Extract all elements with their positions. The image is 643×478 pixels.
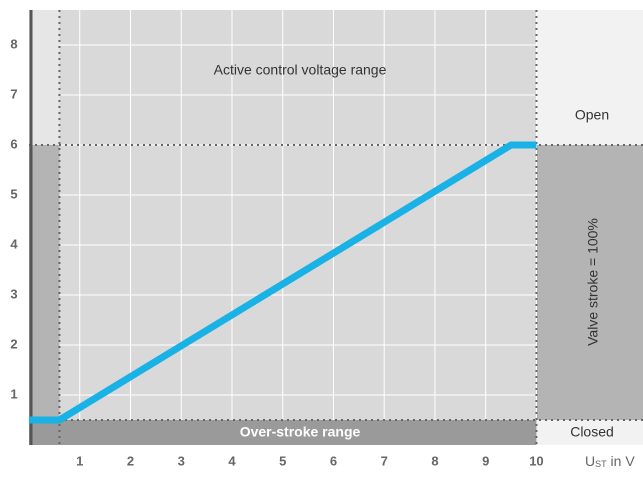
y-tick-label: 3 xyxy=(10,286,17,301)
region xyxy=(29,420,60,445)
x-tick-label: 4 xyxy=(228,453,236,468)
x-tick-label: 8 xyxy=(431,453,438,468)
y-tick-label: 1 xyxy=(10,386,17,401)
y-tick-label: 8 xyxy=(10,36,17,51)
annotation: Over-stroke range xyxy=(240,424,361,440)
annotation: Open xyxy=(575,107,609,123)
x-label-sub: ST xyxy=(595,459,607,469)
x-tick-label: 9 xyxy=(482,453,489,468)
region xyxy=(59,420,537,445)
x-tick-label: 2 xyxy=(127,453,134,468)
y-tick-label: 2 xyxy=(10,336,17,351)
x-axis-label: UST in V xyxy=(585,453,635,470)
line xyxy=(29,141,537,424)
region xyxy=(59,10,537,420)
x-tick-label: 10 xyxy=(529,453,543,468)
x-tick-label: 1 xyxy=(76,453,83,468)
x-tick-label: 6 xyxy=(330,453,337,468)
region xyxy=(536,420,643,445)
annotation: Closed xyxy=(570,424,614,440)
x-tick-label: 7 xyxy=(381,453,388,468)
region xyxy=(536,10,643,145)
y-tick-label: 7 xyxy=(10,86,17,101)
y-tick-label: 6 xyxy=(10,136,17,151)
y-tick-label: 4 xyxy=(10,236,18,251)
x-tick-label: 5 xyxy=(279,453,286,468)
region xyxy=(29,145,60,420)
region xyxy=(29,10,60,145)
x-tick-label: 3 xyxy=(178,453,185,468)
x-label-main: U xyxy=(585,453,595,469)
y-tick-label: 5 xyxy=(10,186,17,201)
annotation: Valve stroke = 100% xyxy=(585,218,601,346)
region xyxy=(536,145,643,420)
x-label-suffix: in V xyxy=(607,453,636,469)
annotation: Active control voltage range xyxy=(214,62,387,78)
